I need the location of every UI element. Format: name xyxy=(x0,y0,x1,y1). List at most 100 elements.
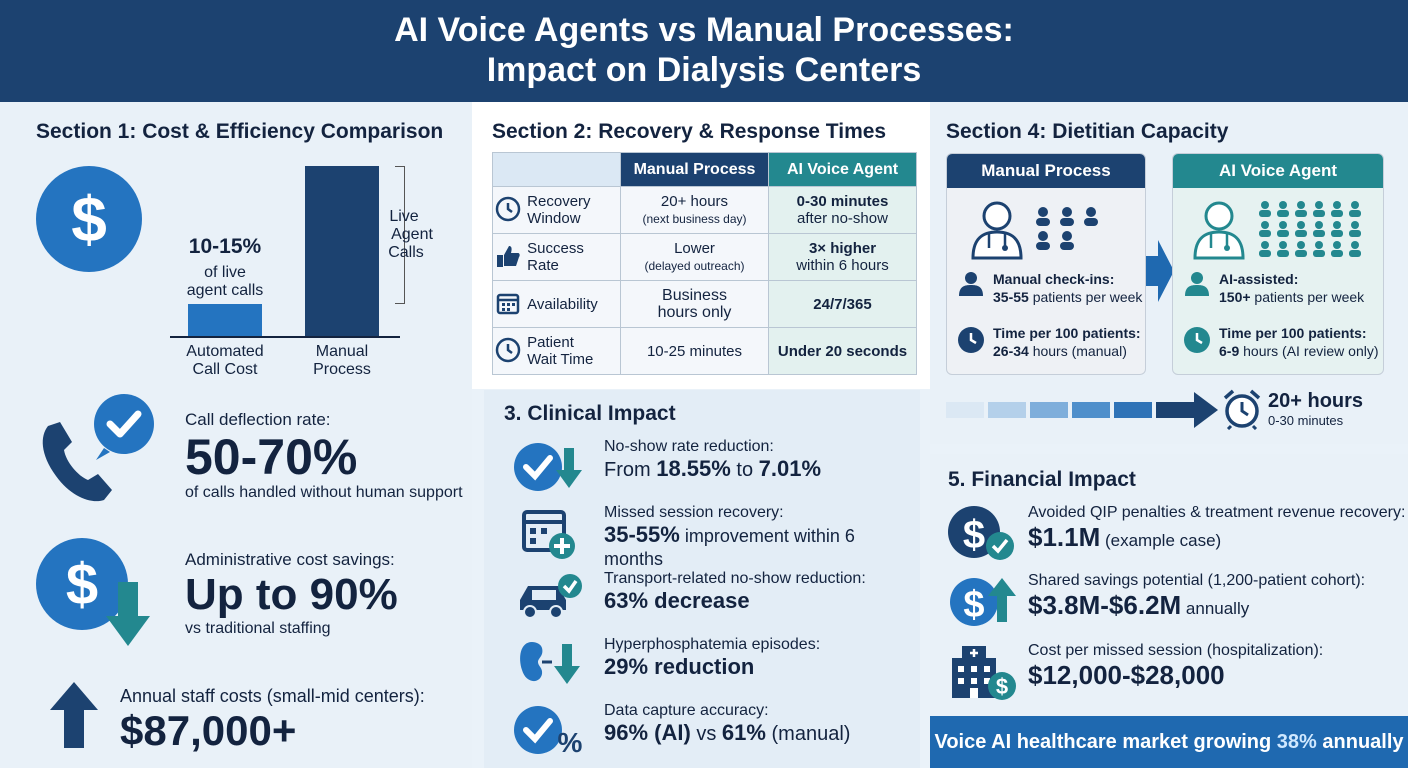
page-header: AI Voice Agents vs Manual Processes: Imp… xyxy=(0,0,1408,102)
alarm-clock-icon xyxy=(1222,388,1262,435)
item-label: Hyperphosphatemia episodes: xyxy=(604,636,821,653)
dollar-up-icon: $ xyxy=(948,572,1018,632)
staff-costs-label: Annual staff costs (small-mid centers): xyxy=(120,686,425,706)
cell-ai-line1: 3× higher xyxy=(808,240,877,257)
deflection-block: Call deflection rate: 50-70% of calls ha… xyxy=(185,410,463,502)
timeline-arrow xyxy=(946,390,1222,435)
bracket-line2: Agent xyxy=(391,226,433,243)
cell-manual: 10-25 minutes xyxy=(620,327,769,375)
dollar-icon: $ xyxy=(36,166,142,272)
page-title-line2: Impact on Dialysis Centers xyxy=(486,51,922,89)
cell-manual-line1: 20+ hours xyxy=(660,192,729,210)
thumbs-up-icon xyxy=(493,243,523,272)
clock-icon xyxy=(493,196,523,225)
automated-note-line1: of live xyxy=(204,264,246,281)
hospital-dollar-icon: $ xyxy=(948,642,1018,702)
item-value: 29% reduction xyxy=(604,654,820,680)
item-value-unit: annually xyxy=(1181,599,1250,618)
table-header-manual: Manual Process xyxy=(620,152,769,187)
banner-text-post: annually xyxy=(1316,731,1404,753)
row-label-line1: Success xyxy=(527,240,584,257)
ai-line4-rest: hours (AI review only) xyxy=(1239,343,1379,359)
item-value: $1.1M (example case) xyxy=(1028,522,1405,553)
cell-ai: Under 20 seconds xyxy=(768,327,917,375)
item-label: Transport-related no-show reduction: xyxy=(604,570,866,587)
item-value-1: 18.55% xyxy=(656,456,731,481)
item-value: $3.8M-$6.2M annually xyxy=(1028,590,1365,621)
manual-line4-rest: hours (manual) xyxy=(1028,343,1127,359)
patients-group-icon xyxy=(1033,206,1105,259)
calendar-icon xyxy=(493,290,523,319)
dollar-down-icon: $ xyxy=(34,534,164,654)
ai-voice-agent-card: AI Voice Agent xyxy=(1172,153,1384,375)
item-value-2: 7.01% xyxy=(758,456,822,481)
doctor-icon xyxy=(969,198,1025,265)
section5-title: 5. Financial Impact xyxy=(948,468,1136,491)
row-header: Recovery Window xyxy=(492,186,621,234)
page-title-line1: AI Voice Agents vs Manual Processes: xyxy=(394,11,1014,49)
car-check-icon xyxy=(512,572,582,626)
clock-icon xyxy=(1184,327,1210,353)
ai-line1: AI-assisted: xyxy=(1219,271,1299,287)
ai-card-header: AI Voice Agent xyxy=(1173,154,1383,188)
ai-line2-rest: patients per week xyxy=(1250,289,1365,305)
chart-baseline xyxy=(170,336,400,338)
bracket-line1: Live xyxy=(389,208,419,225)
phone-check-icon xyxy=(30,390,160,510)
row-header: Availability xyxy=(492,280,621,328)
deflection-note: of calls handled without human support xyxy=(185,484,463,501)
manual-line1: Manual check-ins: xyxy=(993,271,1115,287)
manual-label-line2: Process xyxy=(313,361,371,378)
svg-text:$: $ xyxy=(996,674,1008,699)
cell-manual-line1: Business xyxy=(662,287,727,304)
item-label: Missed session recovery: xyxy=(604,504,784,521)
clock-icon xyxy=(493,337,523,366)
row-label: Patient Wait Time xyxy=(527,334,593,368)
automated-note-line2: agent calls xyxy=(186,282,264,299)
cost-bar-chart: 10-15% of live agent calls Live Agent Ca… xyxy=(140,142,460,382)
item-value-unit: (example case) xyxy=(1100,531,1222,550)
row-label: Recovery Window xyxy=(527,193,590,227)
clock-icon xyxy=(958,327,984,353)
banner-text-pre: Voice AI healthcare market growing xyxy=(934,731,1277,753)
cell-manual-line2: (next business day) xyxy=(642,211,747,226)
row-label-line2: Window xyxy=(527,210,581,227)
svg-text:$: $ xyxy=(963,584,984,626)
bracket-line3: Calls xyxy=(388,244,424,261)
row-label-line2: Wait Time xyxy=(527,351,594,368)
automated-label-line1: Automated xyxy=(186,343,264,360)
ai-line2-bold: 150+ xyxy=(1219,289,1251,305)
item-value-main: $12,000-$28,000 xyxy=(1028,660,1225,690)
timeline-big: 20+ hours xyxy=(1268,390,1364,412)
section4-title: Section 4: Dietitian Capacity xyxy=(946,120,1229,143)
cell-manual: Business hours only xyxy=(620,280,769,328)
cell-ai-line2: within 6 hours xyxy=(796,257,889,274)
table-row: Recovery Window 20+ hours (next business d… xyxy=(492,186,917,234)
staff-costs-value: $87,000+ xyxy=(120,707,297,754)
item-value: 63% decrease xyxy=(604,588,866,614)
item-value-1: 63% decrease xyxy=(604,588,750,613)
patients-group-icon xyxy=(1257,200,1381,267)
doctor-icon xyxy=(1191,198,1247,265)
admin-savings-block: Administrative cost savings: Up to 90% v… xyxy=(185,550,398,638)
section-clinical-impact: 3. Clinical Impact No-show rate reductio… xyxy=(484,390,920,768)
dollar-check-icon: $ xyxy=(948,504,1018,564)
staff-costs-block: Annual staff costs (small-mid centers): … xyxy=(120,686,425,755)
person-icon xyxy=(1185,272,1209,296)
check-percent-icon: % xyxy=(512,704,583,758)
cell-manual: Lower (delayed outreach) xyxy=(620,233,769,281)
manual-line3: Time per 100 patients: xyxy=(993,325,1141,341)
list-item: No-show rate reduction: From 18.55% to 7… xyxy=(504,438,914,498)
row-label-line1: Patient xyxy=(527,334,574,351)
svg-text:$: $ xyxy=(66,552,98,617)
list-item: Transport-related no-show reduction: 63%… xyxy=(504,570,914,630)
section-recovery-response: Section 2: Recovery & Response Times Man… xyxy=(472,102,930,389)
automated-value: 10-15% xyxy=(188,235,262,258)
row-header: Success Rate xyxy=(492,233,621,281)
cell-manual: 20+ hours (next business day) xyxy=(620,186,769,234)
arrow-up-icon xyxy=(48,680,100,750)
admin-savings-note: vs traditional staffing xyxy=(185,620,331,637)
item-value-main: $1.1M xyxy=(1028,522,1101,552)
section3-title: 3. Clinical Impact xyxy=(504,402,676,425)
manual-label-line1: Manual xyxy=(315,343,369,360)
